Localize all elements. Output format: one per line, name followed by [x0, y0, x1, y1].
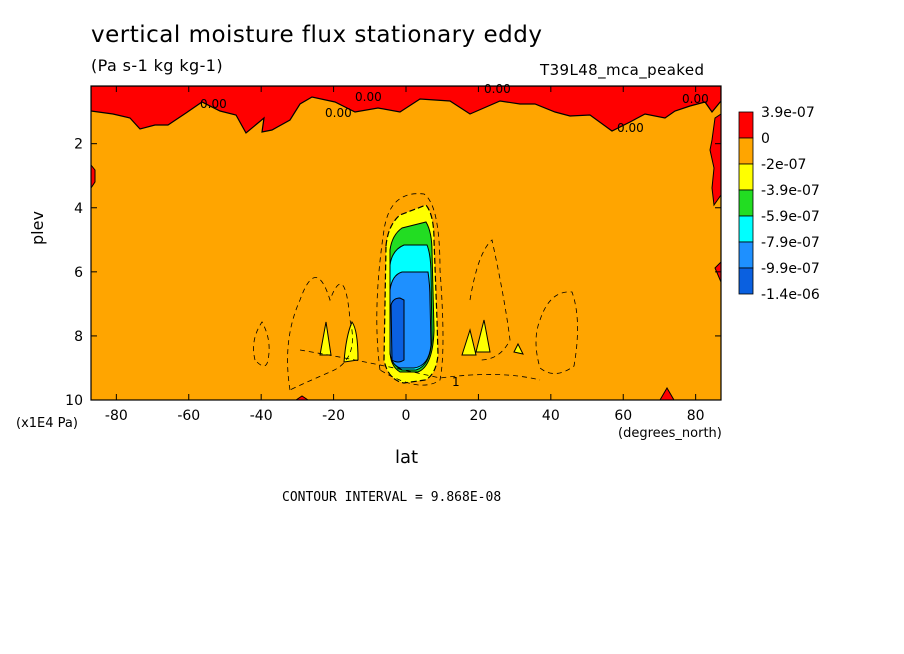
chart-title: vertical moisture flux stationary eddy	[91, 22, 543, 48]
contour-label: 0.00	[200, 97, 227, 111]
y-tick-label: 6	[74, 265, 83, 281]
positive-fleck-left	[91, 164, 96, 189]
legend-label: 3.9e-07	[761, 105, 815, 121]
legend-label: 0	[761, 131, 770, 147]
x-tick-label: -80	[105, 408, 128, 424]
contour-label: 0.00	[484, 82, 511, 96]
contour-label: 0.00	[355, 90, 382, 104]
x-tick-label: -40	[250, 408, 273, 424]
y-tick-label: 2	[74, 137, 83, 153]
run-label: T39L48_mca_peaked	[540, 61, 705, 79]
legend-label: -5.9e-07	[761, 209, 820, 225]
legend-label: -1.4e-06	[761, 287, 820, 303]
y-tick-label: 4	[74, 201, 83, 217]
legend-swatch	[738, 111, 754, 139]
yellow-patch-3	[461, 328, 477, 356]
contour-interval: CONTOUR INTERVAL = 9.868E-08	[282, 490, 502, 505]
legend-swatch	[738, 163, 754, 191]
legend-label: -2e-07	[761, 157, 806, 173]
y-tick-label: 8	[74, 329, 83, 345]
positive-fleck-bottom	[659, 387, 675, 400]
darkblue-region	[390, 297, 405, 363]
color-legend: 3.9e-07 0 -2e-07 -3.9e-07 -5.9e-07 -7.9e-07 -9…	[738, 105, 820, 303]
x-tick-label: 80	[687, 408, 705, 424]
x-axis-units: (degrees_north)	[618, 426, 722, 441]
legend-swatch	[738, 215, 754, 243]
x-tick-label: 60	[614, 408, 632, 424]
positive-fleck-right-top	[709, 113, 721, 207]
x-tick-label: 20	[469, 408, 487, 424]
legend-label: -9.9e-07	[761, 261, 820, 277]
contour-label: 0.00	[617, 121, 644, 135]
x-axis: -80 -60 -40 -20 0 20 40 60 80	[105, 86, 705, 424]
yellow-patch-5	[513, 342, 524, 355]
chart-units: (Pa s-1 kg kg-1)	[91, 56, 223, 75]
legend-swatch	[738, 267, 754, 295]
legend-swatch	[738, 189, 754, 217]
plot-area	[91, 86, 721, 400]
contour-label: 0.00	[325, 106, 352, 120]
legend-label: -3.9e-07	[761, 183, 820, 199]
y-axis-units: (x1E4 Pa)	[16, 416, 78, 431]
positive-region-top	[91, 86, 721, 134]
x-tick-label: 40	[542, 408, 560, 424]
y-axis: 2 4 6 8 10	[65, 137, 721, 409]
x-axis-label: lat	[395, 447, 419, 468]
x-tick-label: -20	[322, 408, 345, 424]
contour-label: 1	[452, 375, 460, 389]
contour-lines	[253, 193, 578, 391]
legend-label: -7.9e-07	[761, 235, 820, 251]
yellow-patch-1	[319, 321, 332, 356]
legend-swatch	[738, 241, 754, 269]
positive-fleck-bottom-left	[295, 395, 309, 400]
x-tick-label: -60	[177, 408, 200, 424]
legend-swatch	[738, 137, 754, 165]
yellow-patch-4	[475, 319, 491, 353]
yellow-patch-2	[343, 321, 359, 363]
y-tick-label: 10	[65, 393, 83, 409]
contour-label: 0.00	[682, 92, 709, 106]
x-tick-label: 0	[402, 408, 411, 424]
